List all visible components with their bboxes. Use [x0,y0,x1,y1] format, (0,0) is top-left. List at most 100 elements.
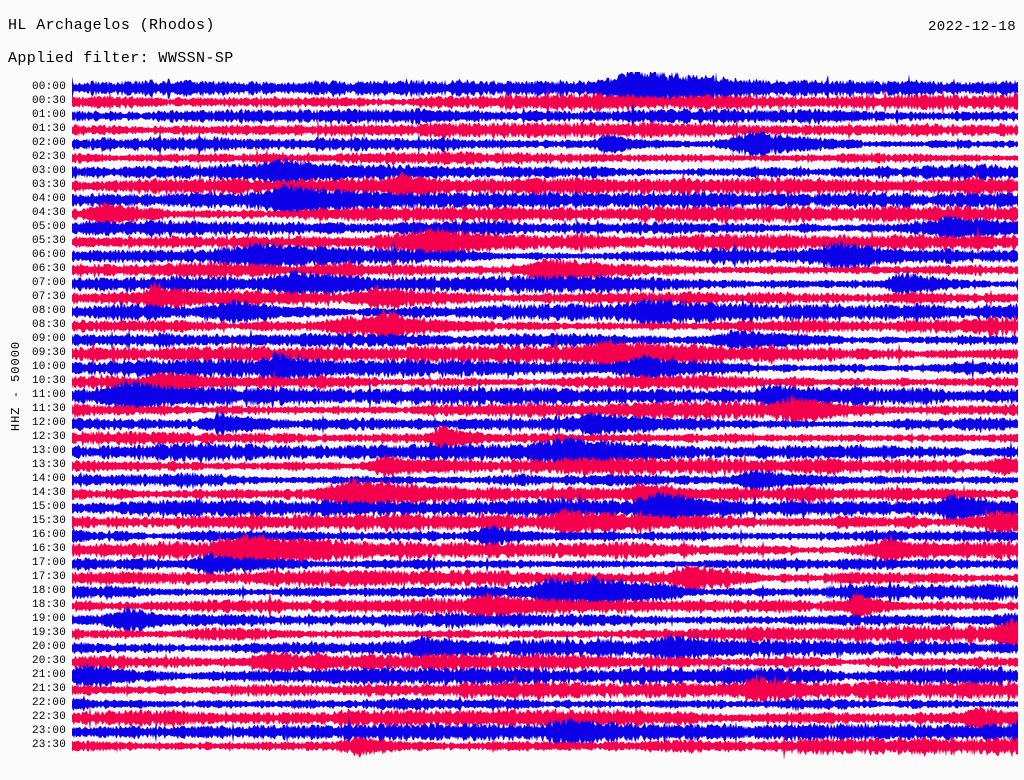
time-tick-label: 02:00 [31,137,66,149]
trace-lower-band [72,620,1018,636]
trace-row: 22:00 [0,694,1024,715]
trace-waveform [72,128,1019,160]
trace-waveform [72,674,1019,706]
time-tick-label: 08:00 [31,305,66,317]
trace-waveform [72,296,1019,328]
trace-row: 03:00 [0,156,1024,188]
trace-waveform [72,100,1019,132]
trace-lower-band [72,466,1018,482]
trace-row: 02:00 [0,128,1024,159]
trace-waveform [72,436,1019,468]
trace-row: 11:30 [0,394,1024,426]
trace-upper-band [72,170,1018,186]
trace-waveform [72,156,1019,188]
trace-row: 19:30 [0,618,1024,650]
trace-row: 13:30 [0,450,1024,482]
trace-lower-band [72,200,1018,216]
trace-lower-band [72,270,1018,285]
trace-row: 00:30 [0,86,1024,118]
trace-waveform [72,268,1019,300]
trace-row: 10:30 [0,367,1024,398]
time-tick-label: 19:00 [31,613,66,625]
trace-row: 05:00 [0,214,1024,243]
trace-row: 21:30 [0,674,1024,706]
time-tick-label: 03:30 [31,179,66,191]
trace-row: 07:00 [0,268,1024,300]
time-tick-label: 17:30 [31,571,66,583]
trace-upper-band [72,214,1018,228]
trace-upper-band [72,525,1018,536]
trace-lower-band [72,242,1018,258]
trace-lower-band [72,116,1018,131]
trace-row: 21:00 [0,661,1024,691]
trace-row: 04:30 [0,201,1024,227]
trace-waveform [72,730,1019,762]
trace-upper-band [72,450,1018,466]
trace-lower-band [72,648,1018,664]
trace-upper-band [72,661,1018,676]
trace-upper-band [72,618,1018,634]
trace-lower-band [72,312,1018,328]
time-tick-label: 11:00 [31,389,66,401]
trace-row: 23:30 [0,734,1024,761]
trace-upper-band [72,705,1018,718]
trace-waveform [72,478,1019,510]
trace-upper-band [72,394,1018,410]
trace-waveform [72,702,1019,734]
trace-upper-band [72,551,1018,564]
trace-upper-band [72,734,1018,746]
trace-row: 06:00 [0,240,1024,272]
trace-row: 14:00 [0,469,1024,494]
time-tick-label: 13:30 [31,459,66,471]
trace-lower-band [72,340,1018,355]
trace-row: 20:00 [0,632,1024,664]
trace-lower-band [72,368,1018,384]
trace-row: 19:00 [0,605,1024,636]
trace-lower-band [72,550,1018,566]
time-tick-label: 10:00 [31,361,66,373]
trace-lower-band [72,452,1018,468]
trace-row: 08:30 [0,310,1024,342]
trace-lower-band [72,634,1018,650]
time-tick-label: 00:00 [31,81,66,93]
trace-waveform [72,646,1019,678]
trace-upper-band [72,632,1018,648]
trace-lower-band [72,704,1018,715]
trace-row: 13:00 [0,436,1024,468]
trace-upper-band [72,128,1018,144]
trace-waveform [72,394,1019,426]
trace-lower-band [72,228,1018,243]
time-tick-label: 04:00 [31,193,66,205]
trace-waveform [72,380,1019,412]
trace-row: 15:30 [0,506,1024,538]
trace-row: 23:00 [0,716,1024,748]
trace-row: 05:30 [0,226,1024,258]
trace-waveform [72,86,1019,118]
seismogram-plot: 00:00 00:30 01:00 01:30 02:00 02:30 03:00 03:30… [0,72,1024,780]
trace-upper-band [72,282,1018,298]
trace-lower-band [72,172,1018,188]
trace-lower-band [72,536,1018,548]
trace-upper-band [72,436,1018,452]
time-tick-label: 11:30 [31,403,66,415]
time-tick-label: 09:30 [31,347,66,359]
trace-lower-band [72,522,1018,538]
time-tick-label: 21:00 [31,669,66,681]
trace-waveform [72,506,1019,538]
trace-lower-band [72,564,1018,577]
time-tick-label: 16:30 [31,543,66,555]
trace-upper-band [72,674,1018,690]
trace-waveform [72,688,1019,720]
trace-waveform [72,618,1019,650]
time-tick-label: 14:00 [31,473,66,485]
trace-row: 16:00 [0,525,1024,548]
time-tick-label: 12:30 [31,431,66,443]
trace-row: 11:00 [0,380,1024,412]
time-tick-label: 08:30 [31,319,66,331]
time-tick-label: 02:30 [31,151,66,163]
trace-waveform [72,534,1019,566]
trace-lower-band [72,382,1018,398]
trace-upper-band [72,100,1018,116]
time-tick-label: 12:00 [31,417,66,429]
header: HL Archagelos (Rhodos) Applied filter: W… [0,0,1024,76]
